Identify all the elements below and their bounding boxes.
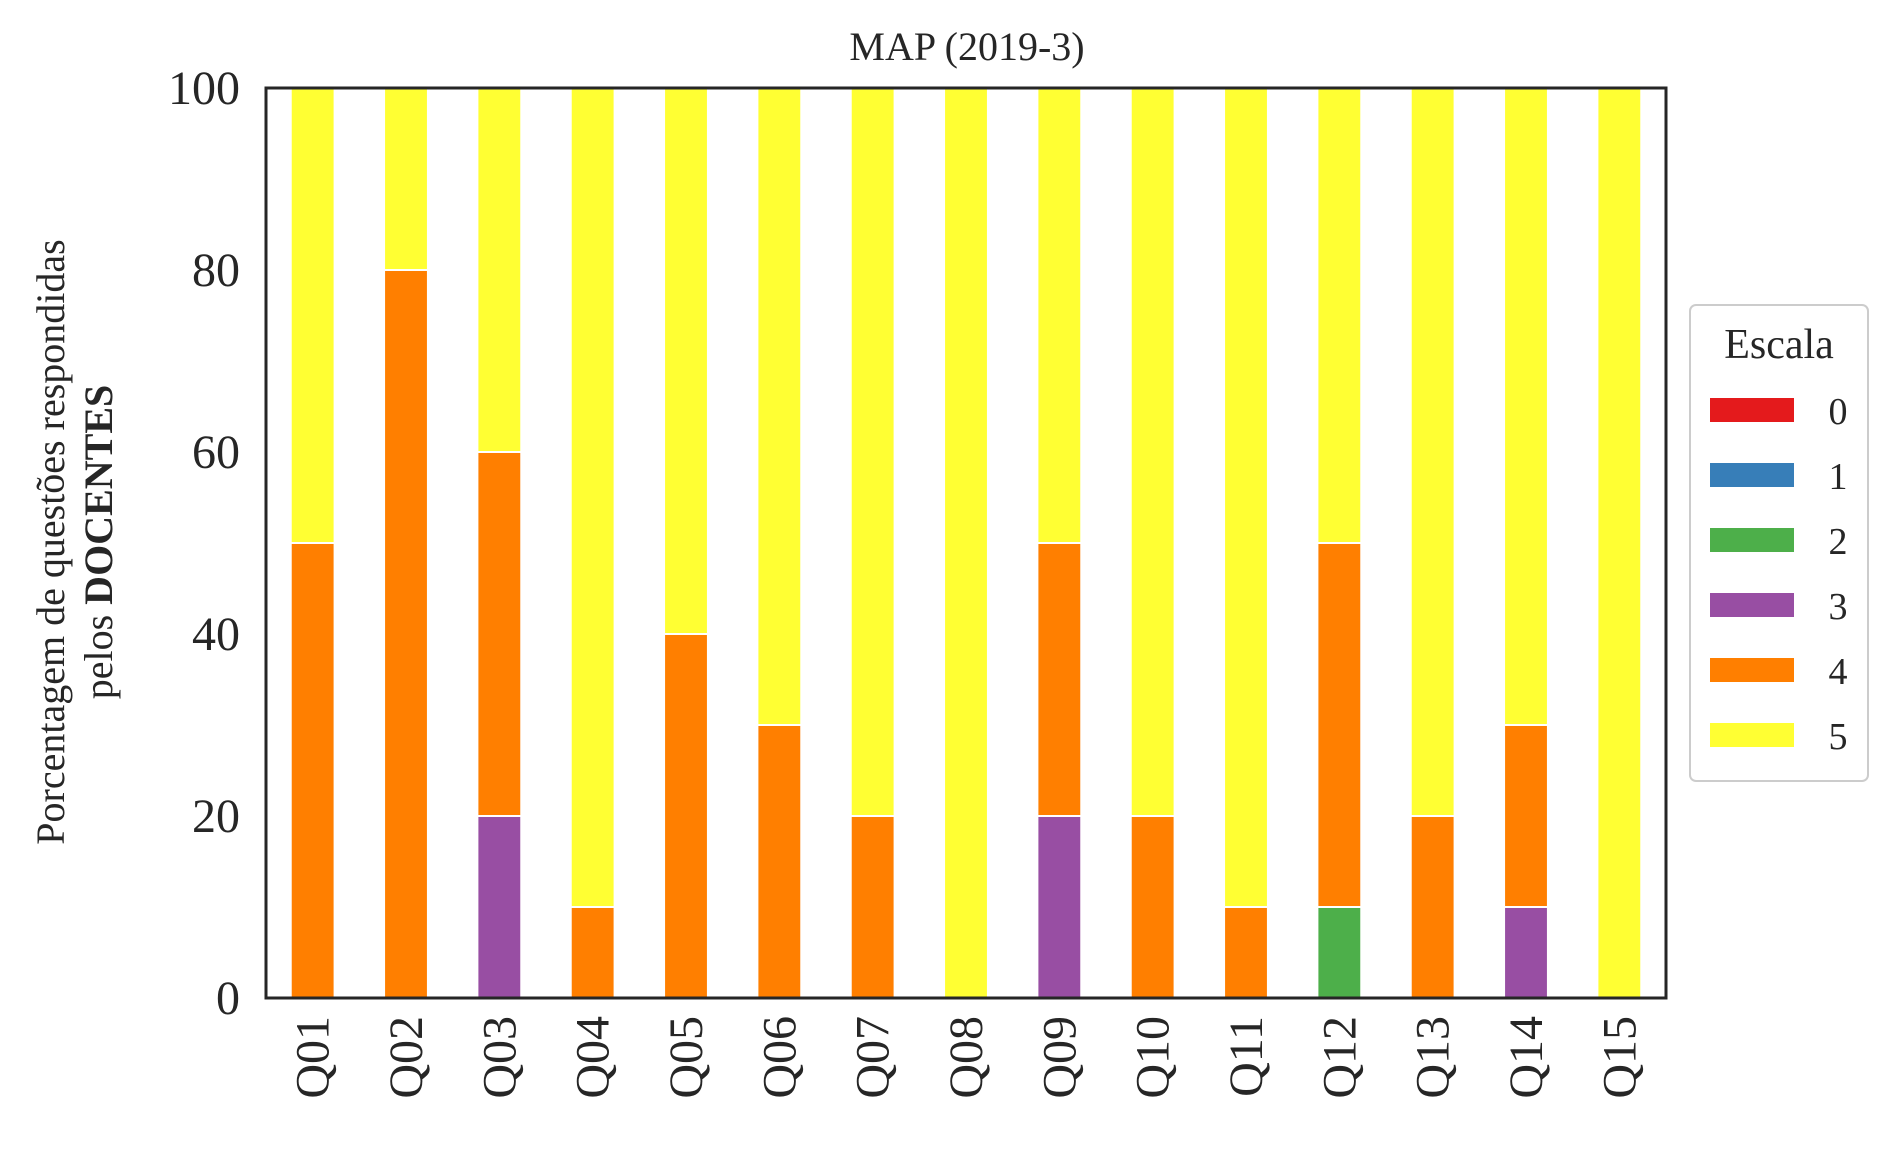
legend-swatch-5 xyxy=(1710,723,1794,747)
bar-segment-q14-scale-5 xyxy=(1503,87,1549,726)
legend: Escala 0 1 2 3 4 5 xyxy=(1689,304,1869,782)
bar-segment-q03-scale-4 xyxy=(476,451,523,817)
x-tick-label-q14: Q14 xyxy=(1500,1016,1553,1099)
bar-segment-q04-scale-5 xyxy=(569,87,616,908)
y-axis-label-line2: pelos DOCENTES xyxy=(76,385,121,700)
y-tick-label: 40 xyxy=(192,608,240,661)
bar-segment-q12-scale-4 xyxy=(1316,542,1363,908)
bar-segment-q03-scale-3 xyxy=(476,815,523,999)
y-axis-ticks: 0 20 40 60 80 100 xyxy=(168,62,240,1025)
bar-segment-q06-scale-5 xyxy=(756,87,803,726)
bar-segment-q01-scale-4 xyxy=(289,542,336,999)
y-tick-label: 100 xyxy=(168,62,240,115)
bar-segment-q12-scale-2 xyxy=(1316,906,1363,999)
y-axis-label: Porcentagem de questões respondidas pelo… xyxy=(28,239,121,844)
bar-segment-q10-scale-4 xyxy=(1129,815,1176,999)
legend-label-4: 4 xyxy=(1829,651,1848,693)
x-tick-label-q02: Q02 xyxy=(380,1016,433,1099)
bar-segment-q09-scale-4 xyxy=(1036,542,1083,817)
bar-segment-q07-scale-5 xyxy=(849,87,896,817)
x-tick-label-q13: Q13 xyxy=(1407,1016,1460,1099)
plot-area-frame xyxy=(264,86,1668,1000)
bar-segment-q08-scale-5 xyxy=(943,87,989,999)
bar-segment-q15-scale-5 xyxy=(1596,87,1643,999)
legend-title: Escala xyxy=(1724,322,1834,368)
y-tick-label: 0 xyxy=(216,972,240,1025)
legend-items: 0 1 2 3 4 5 xyxy=(1710,391,1848,758)
legend-label-1: 1 xyxy=(1829,456,1848,498)
x-tick-label-q12: Q12 xyxy=(1313,1016,1366,1099)
bar-segment-q05-scale-4 xyxy=(663,633,709,999)
bar-segment-q09-scale-5 xyxy=(1036,87,1083,544)
x-tick-label-q03: Q03 xyxy=(473,1016,526,1099)
bars-layer xyxy=(289,87,1643,999)
legend-label-2: 2 xyxy=(1829,521,1848,563)
bar-segment-q03-scale-5 xyxy=(476,87,523,453)
y-axis-label-prefix: pelos xyxy=(76,605,121,699)
legend-label-0: 0 xyxy=(1829,391,1848,433)
bar-segment-q11-scale-5 xyxy=(1223,87,1269,908)
x-tick-label-q10: Q10 xyxy=(1127,1016,1180,1099)
bar-segment-q14-scale-4 xyxy=(1503,724,1549,908)
bar-segment-q14-scale-3 xyxy=(1503,906,1549,999)
legend-swatch-2 xyxy=(1710,528,1794,552)
y-axis-label-bold: DOCENTES xyxy=(76,385,121,605)
bar-segment-q05-scale-5 xyxy=(663,87,709,635)
y-tick-label: 80 xyxy=(192,244,240,297)
legend-swatch-4 xyxy=(1710,658,1794,682)
legend-swatch-1 xyxy=(1710,463,1794,487)
chart-title: MAP (2019-3) xyxy=(849,24,1084,69)
y-axis-label-line1: Porcentagem de questões respondidas xyxy=(28,239,73,844)
x-tick-label-q07: Q07 xyxy=(847,1016,900,1099)
bar-segment-q12-scale-5 xyxy=(1316,87,1363,544)
bar-segment-q09-scale-3 xyxy=(1036,815,1083,999)
bar-segment-q04-scale-4 xyxy=(569,906,616,999)
x-tick-label-q08: Q08 xyxy=(940,1016,993,1099)
bar-segment-q10-scale-5 xyxy=(1129,87,1176,817)
x-tick-label-q06: Q06 xyxy=(753,1016,806,1099)
legend-label-5: 5 xyxy=(1829,716,1848,758)
x-tick-label-q09: Q09 xyxy=(1033,1016,1086,1099)
legend-swatch-3 xyxy=(1710,593,1794,617)
x-axis-ticks: Q01 Q02 Q03 Q04 Q05 Q06 Q07 Q08 Q09 Q10 Q11 Q12 Q13 Q… xyxy=(287,1016,1647,1099)
bar-segment-q02-scale-4 xyxy=(383,269,429,999)
bar-segment-q11-scale-4 xyxy=(1223,906,1269,999)
x-tick-label-q11: Q11 xyxy=(1220,1016,1273,1097)
x-tick-label-q04: Q04 xyxy=(567,1016,620,1099)
bar-segment-q02-scale-5 xyxy=(383,87,429,271)
bar-segment-q01-scale-5 xyxy=(289,87,336,544)
y-tick-label: 60 xyxy=(192,426,240,479)
legend-label-3: 3 xyxy=(1829,586,1848,628)
bar-segment-q06-scale-4 xyxy=(756,724,803,999)
legend-swatch-0 xyxy=(1710,398,1794,422)
bar-segment-q07-scale-4 xyxy=(849,815,896,999)
x-tick-label-q15: Q15 xyxy=(1593,1016,1646,1099)
x-tick-label-q05: Q05 xyxy=(660,1016,713,1099)
bar-segment-q13-scale-5 xyxy=(1409,87,1456,817)
bar-segment-q13-scale-4 xyxy=(1409,815,1456,999)
x-tick-label-q01: Q01 xyxy=(287,1016,340,1099)
y-tick-label: 20 xyxy=(192,790,240,843)
